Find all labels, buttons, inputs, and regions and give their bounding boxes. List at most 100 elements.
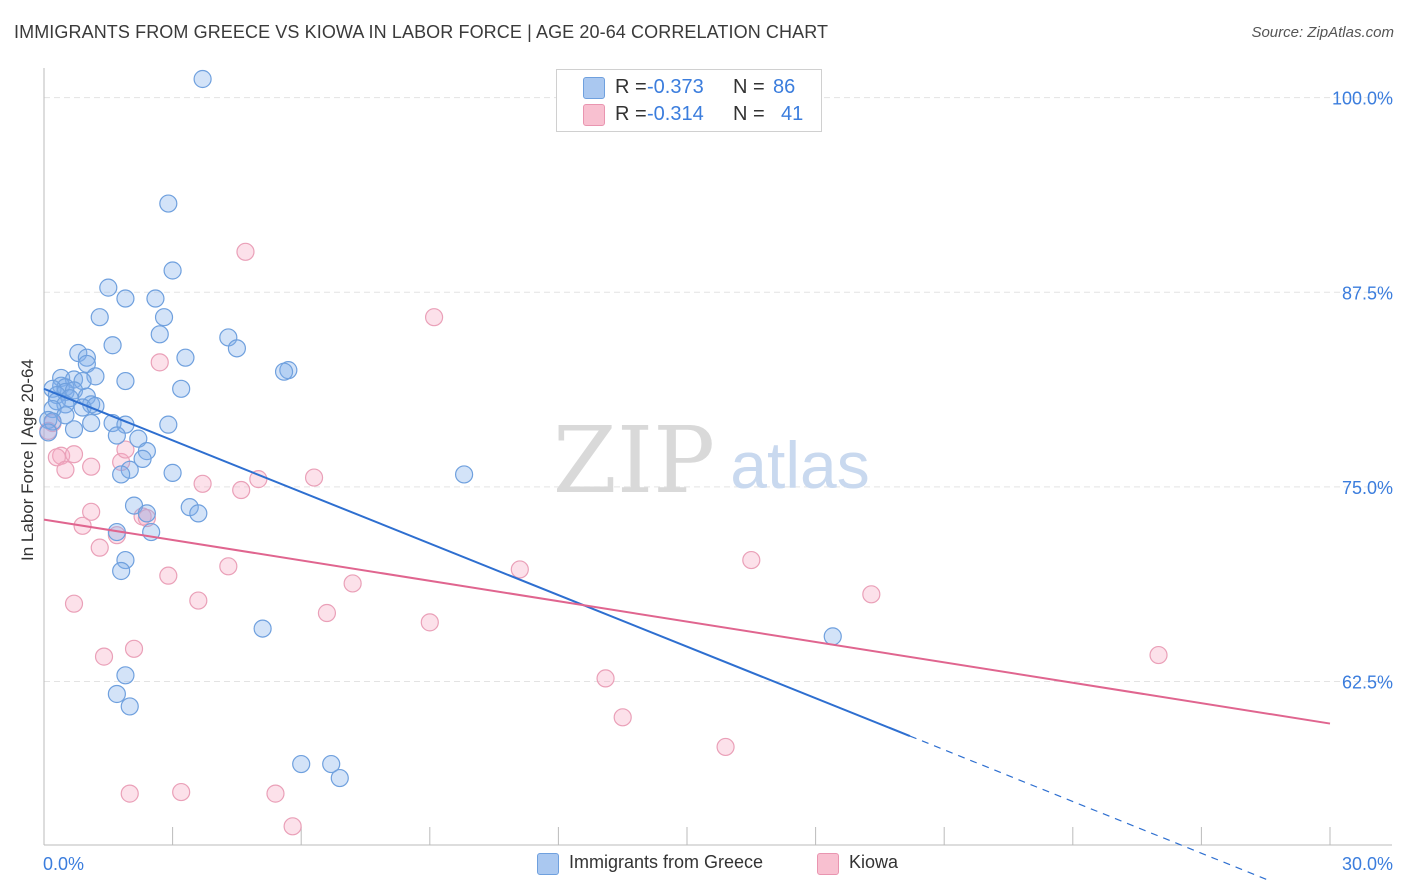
kiowa-r-value: -0.314 bbox=[647, 103, 704, 125]
greece-point-66 bbox=[107, 684, 126, 704]
x-tick-label-1: 30.0% bbox=[1342, 854, 1393, 874]
greece-point-52 bbox=[112, 465, 131, 484]
greece-point-50 bbox=[133, 449, 152, 468]
greece-point-63 bbox=[253, 619, 272, 638]
kiowa-point-40 bbox=[266, 784, 285, 803]
kiowa-point-24 bbox=[510, 560, 529, 579]
greece-trend-line bbox=[43, 387, 911, 737]
x-tick-label-0: 0.0% bbox=[43, 854, 84, 874]
greece-point-61 bbox=[116, 550, 135, 570]
y-tick-label-1: 87.5% bbox=[1342, 283, 1393, 303]
greece-point-3 bbox=[99, 278, 118, 297]
chart-title: IMMIGRANTS FROM GREECE VS KIOWA IN LABOR… bbox=[14, 22, 829, 42]
kiowa-trend-line bbox=[43, 518, 1331, 725]
kiowa-point-18 bbox=[137, 508, 156, 528]
greece-point-70 bbox=[330, 768, 349, 788]
greece-point-6 bbox=[90, 308, 109, 327]
r-label: R = bbox=[615, 103, 647, 125]
kiowa-point-6 bbox=[64, 445, 84, 464]
greece-legend-swatch bbox=[537, 853, 559, 875]
kiowa-point-15 bbox=[232, 480, 251, 500]
greece-point-17 bbox=[274, 362, 294, 381]
greece-point-57 bbox=[189, 504, 208, 523]
greece-point-65 bbox=[116, 666, 135, 685]
greece-point-40 bbox=[43, 412, 62, 431]
greece-swatch bbox=[583, 77, 605, 99]
kiowa-point-41 bbox=[283, 817, 302, 836]
y-tick-label-2: 75.0% bbox=[1342, 478, 1393, 498]
greece-point-7 bbox=[154, 308, 174, 327]
greece-point-69 bbox=[322, 754, 341, 774]
kiowa-points bbox=[39, 242, 1168, 836]
greece-point-0 bbox=[193, 69, 212, 89]
greece-point-47 bbox=[107, 426, 126, 445]
watermark: ZIP atlas bbox=[553, 407, 870, 514]
kiowa-point-2 bbox=[150, 353, 169, 372]
kiowa-point-10 bbox=[116, 440, 135, 459]
kiowa-point-22 bbox=[219, 557, 238, 576]
n-label: N = bbox=[733, 76, 765, 98]
greece-point-48 bbox=[129, 429, 148, 448]
greece-legend-label: Immigrants from Greece bbox=[569, 852, 764, 872]
greece-points bbox=[39, 69, 842, 788]
kiowa-point-29 bbox=[862, 585, 881, 604]
greece-point-64 bbox=[823, 627, 842, 646]
greece-point-36 bbox=[172, 379, 191, 398]
n-label: N = bbox=[733, 103, 765, 125]
greece-point-58 bbox=[137, 504, 156, 523]
greece-point-41 bbox=[82, 413, 101, 433]
greece-point-2 bbox=[163, 261, 182, 280]
kiowa-point-35 bbox=[596, 669, 615, 688]
greece-n-value: 86 bbox=[773, 76, 796, 98]
kiowa-point-36 bbox=[613, 708, 632, 727]
kiowa-swatch bbox=[583, 104, 605, 126]
greece-point-51 bbox=[120, 460, 139, 479]
kiowa-point-13 bbox=[304, 468, 324, 487]
greece-point-14 bbox=[176, 348, 195, 367]
kiowa-point-34 bbox=[1149, 645, 1168, 665]
greece-point-13 bbox=[77, 348, 96, 367]
greece-point-10 bbox=[103, 336, 122, 355]
y-tick-label-3: 62.5% bbox=[1342, 673, 1393, 693]
greece-point-68 bbox=[292, 754, 311, 774]
greece-point-22 bbox=[116, 371, 135, 391]
kiowa-point-21 bbox=[90, 538, 109, 557]
kiowa-point-25 bbox=[742, 550, 761, 570]
greece-point-46 bbox=[39, 423, 58, 442]
greece-point-45 bbox=[64, 420, 84, 439]
y-tick-label-0: 100.0% bbox=[1332, 89, 1393, 109]
greece-point-44 bbox=[159, 415, 178, 434]
greece-point-5 bbox=[146, 289, 165, 308]
kiowa-point-30 bbox=[317, 603, 337, 623]
kiowa-point-1 bbox=[424, 308, 444, 327]
kiowa-point-8 bbox=[82, 457, 101, 476]
greece-point-15 bbox=[77, 354, 96, 374]
source-label: Source: ZipAtlas.com bbox=[1251, 24, 1394, 41]
kiowa-point-26 bbox=[343, 574, 362, 593]
stats-legend: R = -0.373 N = 86 R = -0.314 N = 41 bbox=[556, 69, 822, 132]
greece-point-8 bbox=[150, 325, 169, 344]
kiowa-point-33 bbox=[94, 647, 114, 666]
kiowa-point-38 bbox=[120, 784, 139, 803]
kiowa-legend-swatch bbox=[817, 853, 839, 875]
kiowa-point-23 bbox=[159, 566, 178, 585]
kiowa-point-31 bbox=[420, 613, 439, 632]
kiowa-point-27 bbox=[189, 591, 208, 610]
greece-r-value: -0.373 bbox=[647, 76, 704, 98]
kiowa-point-39 bbox=[172, 782, 191, 802]
greece-point-62 bbox=[112, 561, 131, 581]
kiowa-point-14 bbox=[193, 474, 212, 493]
greece-point-53 bbox=[163, 463, 182, 482]
greece-point-11 bbox=[227, 339, 246, 358]
greece-point-4 bbox=[116, 289, 135, 308]
greece-point-54 bbox=[454, 465, 474, 484]
kiowa-point-32 bbox=[124, 639, 144, 658]
r-label: R = bbox=[615, 76, 647, 98]
kiowa-point-28 bbox=[64, 594, 84, 613]
kiowa-point-0 bbox=[236, 242, 255, 261]
watermark-zip: ZIP bbox=[553, 407, 715, 514]
kiowa-point-16 bbox=[82, 502, 101, 521]
kiowa-point-37 bbox=[716, 737, 735, 757]
kiowa-point-11 bbox=[56, 460, 75, 479]
